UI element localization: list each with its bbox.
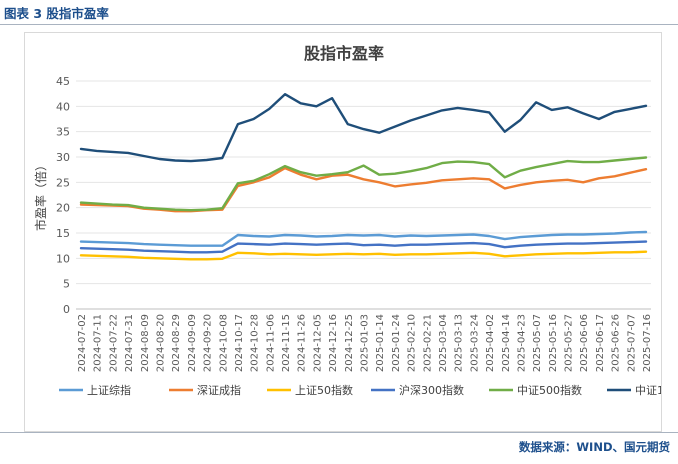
x-tick-label: 2024-11-06: [265, 314, 276, 372]
legend-label: 深证成指: [197, 383, 241, 397]
x-tick-label: 2024-11-15: [281, 314, 292, 372]
x-tick-label: 2025-03-24: [469, 314, 480, 372]
series-line: [79, 250, 648, 261]
x-tick-label: 2025-04-23: [516, 314, 527, 372]
x-tick-label: 2024-08-29: [171, 314, 182, 372]
x-tick-label: 2025-06-06: [579, 314, 590, 372]
x-tick-label: 2024-12-25: [344, 314, 355, 372]
y-axis-ticks: 0 5 10 15 20 25 30 35 40 45: [56, 75, 70, 316]
y-tick-label: 25: [56, 176, 70, 189]
x-axis-ticks: 2024-07-02 2024-07-11 2024-07-22 2024-07-31…: [77, 314, 653, 372]
x-tick-label: 2024-12-16: [328, 314, 339, 372]
y-tick-label: 45: [56, 75, 70, 88]
x-tick-label: 2024-10-17: [234, 314, 245, 372]
x-tick-label: 2025-07-07: [626, 314, 637, 372]
x-tick-label: 2025-06-17: [595, 314, 606, 372]
y-tick-label: 0: [63, 303, 70, 316]
x-tick-label: 2025-03-04: [438, 314, 449, 372]
x-tick-label: 2024-09-20: [203, 314, 214, 372]
x-tick-label: 2025-01-24: [391, 314, 402, 372]
y-tick-label: 40: [56, 100, 70, 113]
series-line: [79, 93, 648, 163]
x-tick-label: 2024-10-08: [218, 314, 229, 372]
x-tick-label: 2025-05-16: [548, 314, 559, 372]
legend-label: 沪深300指数: [399, 383, 464, 397]
x-tick-label: 2025-06-26: [611, 314, 622, 372]
series-line: [79, 166, 648, 213]
y-tick-label: 10: [56, 252, 70, 265]
y-axis-label: 市盈率（倍）: [33, 159, 48, 231]
chart-panel: 股指市盈率 0 5 10 15 20 25 30 35 40 45 2024-07-02 2024-…: [24, 32, 678, 432]
x-tick-label: 2024-08-20: [155, 314, 166, 372]
x-tick-label: 2025-01-03: [360, 314, 371, 372]
legend: 上证综指 深证成指 上证50指数 沪深300指数 中证500指数 中证1000指数: [59, 383, 678, 397]
legend-label: 上证综指: [87, 383, 131, 397]
x-tick-label: 2025-05-27: [564, 314, 575, 372]
legend-label: 上证50指数: [295, 383, 353, 397]
x-tick-label: 2025-02-10: [407, 314, 418, 372]
y-tick-label: 35: [56, 126, 70, 139]
x-tick-label: 2024-08-09: [140, 314, 151, 372]
bottom-rule: [0, 432, 678, 433]
y-tick-label: 30: [56, 151, 70, 164]
x-tick-label: 2024-07-22: [108, 314, 119, 372]
legend-label: 中证500指数: [517, 383, 582, 397]
x-tick-label: 2024-07-31: [124, 314, 135, 372]
series-line: [79, 240, 648, 254]
x-tick-label: 2025-02-21: [422, 314, 433, 372]
series-line: [79, 156, 648, 212]
x-tick-label: 2024-12-05: [312, 314, 323, 372]
y-tick-label: 5: [63, 278, 70, 291]
x-tick-label: 2024-10-28: [250, 314, 261, 372]
x-tick-label: 2025-01-14: [375, 314, 386, 372]
source-note: 数据来源：WIND、国元期货: [518, 440, 670, 454]
x-tick-label: 2024-07-02: [77, 314, 88, 372]
x-tick-label: 2024-07-11: [93, 314, 104, 372]
x-tick-label: 2025-04-14: [501, 314, 512, 372]
x-tick-label: 2024-11-26: [297, 314, 308, 372]
y-tick-label: 15: [56, 227, 70, 240]
legend-label: 中证1000指数: [635, 383, 661, 397]
x-tick-label: 2025-05-07: [532, 314, 543, 372]
series-line: [79, 230, 648, 247]
figure-label: 图表 3 股指市盈率: [4, 6, 109, 21]
x-tick-label: 2025-04-02: [485, 314, 496, 372]
top-rule: [0, 24, 678, 25]
x-tick-label: 2025-03-13: [454, 314, 465, 372]
series-lines: [79, 93, 648, 261]
x-tick-label: 2025-07-16: [642, 314, 653, 372]
chart-title: 股指市盈率: [304, 44, 384, 63]
x-tick-label: 2024-09-09: [187, 314, 198, 372]
y-tick-label: 20: [56, 202, 70, 215]
